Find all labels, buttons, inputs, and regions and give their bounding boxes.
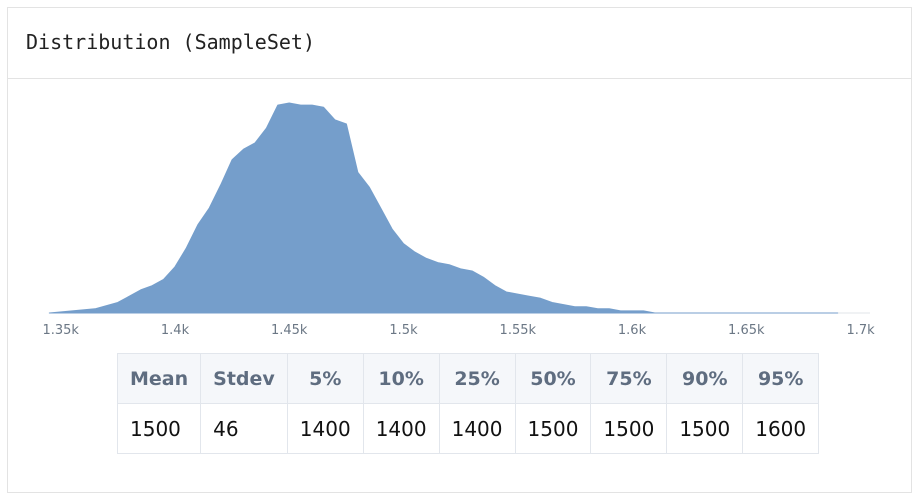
- stat-header: 50%: [514, 353, 592, 404]
- stats-table: Mean Stdev 5% 10% 25% 50% 75% 90% 95% 15…: [116, 353, 820, 454]
- panel-title: Distribution (SampleSet): [26, 30, 315, 54]
- stat-header: 5%: [286, 353, 364, 404]
- stat-value: 1500: [116, 403, 202, 454]
- stat-header: 95%: [742, 353, 820, 404]
- x-tick-label: 1.7k: [846, 323, 875, 338]
- x-tick-label: 1.35k: [42, 323, 79, 338]
- stat-header: 25%: [438, 353, 516, 404]
- stat-header: 75%: [590, 353, 668, 404]
- stat-value: 1400: [286, 403, 364, 454]
- density-area: [48, 102, 839, 314]
- stats-header-row: Mean Stdev 5% 10% 25% 50% 75% 90% 95%: [116, 353, 820, 404]
- panel-header: Distribution (SampleSet): [8, 8, 911, 79]
- x-tick-label: 1.55k: [500, 323, 537, 338]
- stat-value: 1500: [666, 403, 744, 454]
- stat-header: Mean: [116, 353, 202, 404]
- stat-value: 1400: [362, 403, 440, 454]
- distribution-chart: 1.35k 1.4k 1.45k 1.5k 1.55k 1.6k 1.65k 1.7k: [42, 102, 875, 338]
- x-tick-label: 1.6k: [618, 323, 647, 338]
- stat-value: 1600: [742, 403, 820, 454]
- stat-header: 10%: [362, 353, 440, 404]
- x-tick-label: 1.5k: [389, 323, 418, 338]
- stat-header: 90%: [666, 353, 744, 404]
- stat-header: Stdev: [200, 353, 288, 404]
- x-tick-label: 1.65k: [728, 323, 765, 338]
- stats-value-row: 1500 46 1400 1400 1400 1500 1500 1500 16…: [116, 403, 820, 454]
- x-tick-label: 1.4k: [161, 323, 190, 338]
- stat-value: 1500: [590, 403, 668, 454]
- stat-value: 1400: [438, 403, 516, 454]
- stat-value: 46: [200, 403, 288, 454]
- x-tick-label: 1.45k: [271, 323, 308, 338]
- stat-value: 1500: [514, 403, 592, 454]
